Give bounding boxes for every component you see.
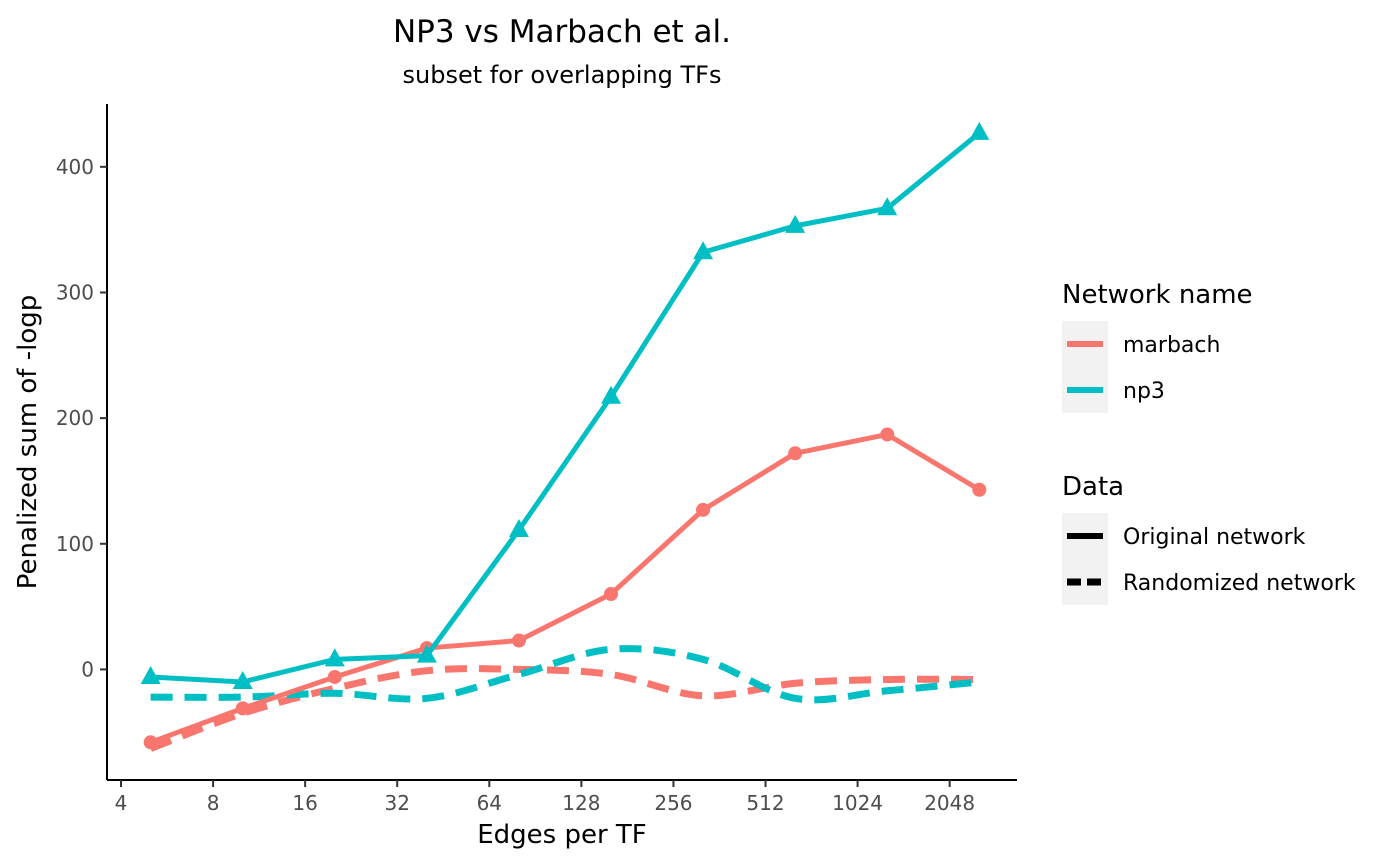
point-marbach-4 [511, 633, 526, 648]
point-np3-1 [232, 670, 253, 689]
point-np3-9 [969, 121, 990, 140]
legend-title: Network name [1062, 280, 1253, 310]
x-tick-label: 8 [207, 791, 220, 815]
legend-item-label: Randomized network [1123, 571, 1356, 596]
point-np3-6 [693, 241, 714, 260]
x-tick-label: 256 [654, 791, 692, 815]
point-marbach-2 [327, 669, 342, 684]
point-np3-8 [877, 197, 898, 216]
legend-key-background [1062, 321, 1108, 413]
y-tick-label: 400 [56, 155, 94, 179]
point-marbach-7 [788, 446, 803, 461]
point-np3-4 [508, 518, 529, 537]
x-tick-label: 64 [477, 791, 502, 815]
x-tick-label: 16 [292, 791, 317, 815]
x-tick-label: 32 [384, 791, 409, 815]
series-line-np3-original [150, 130, 981, 685]
series-line-marbach-original [149, 431, 981, 745]
legend-title: Data [1062, 472, 1124, 502]
legend-key-background [1062, 513, 1108, 605]
legend: Network name marbach np3 Data Original netwo… [1062, 280, 1356, 605]
chart-title: NP3 vs Marbach et al. [393, 14, 731, 50]
legend-item-label: np3 [1123, 379, 1165, 404]
x-tick-label: 2048 [924, 791, 975, 815]
chart-subtitle: subset for overlapping TFs [403, 61, 722, 89]
y-tick-label: 300 [56, 280, 94, 304]
x-tick-label: 1024 [832, 791, 883, 815]
point-np3-0 [140, 665, 161, 684]
axes: 0 100 200 300 400 4 8 16 32 64 128 256 512 1024 2048 [56, 104, 1017, 815]
plot-area [140, 121, 990, 752]
point-marbach-9 [972, 482, 987, 497]
series-line-marbach-randomized [149, 665, 980, 752]
y-axis-label: Penalized sum of -logp [13, 295, 43, 589]
y-tick-label: 100 [56, 532, 94, 556]
y-tick-label: 0 [81, 657, 94, 681]
x-tick-label: 4 [115, 791, 128, 815]
x-tick-label: 512 [746, 791, 784, 815]
point-marbach-1 [235, 701, 250, 716]
point-marbach-8 [880, 427, 895, 442]
legend-item-label: Original network [1123, 525, 1306, 550]
point-marbach-6 [696, 502, 711, 517]
x-tick-label: 128 [562, 791, 600, 815]
point-np3-7 [785, 214, 806, 233]
legend-item-label: marbach [1123, 333, 1220, 358]
x-axis-label: Edges per TF [477, 820, 647, 850]
y-tick-label: 200 [56, 406, 94, 430]
point-marbach-5 [604, 587, 619, 602]
point-marbach-0 [143, 735, 158, 750]
point-np3-3 [416, 644, 437, 663]
point-np3-2 [324, 648, 345, 667]
point-np3-5 [601, 385, 622, 404]
